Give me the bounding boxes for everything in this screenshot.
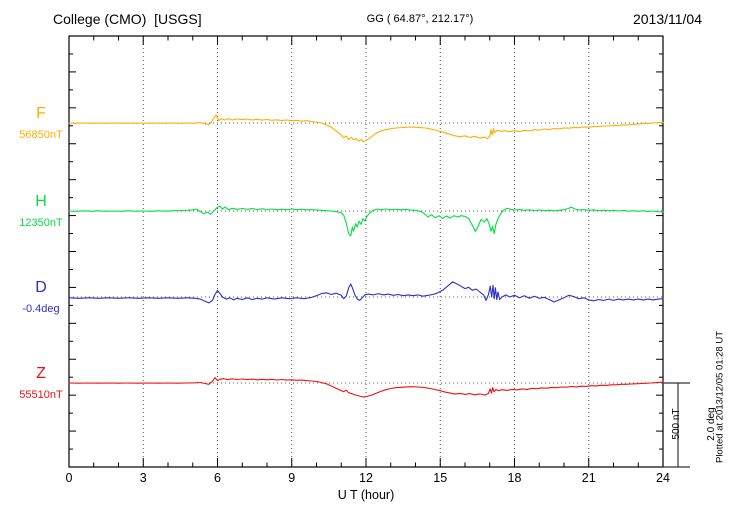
station-title: College (CMO) [USGS]	[53, 11, 202, 27]
trace-label-z: Z	[36, 365, 46, 382]
x-tick-label-24: 24	[656, 471, 670, 485]
trace-baseline-value-h: 12350nT	[19, 217, 63, 229]
trace-label-f: F	[36, 105, 46, 122]
trace-label-d: D	[35, 279, 47, 296]
trace-d	[68, 281, 664, 304]
x-tick-label-21: 21	[581, 471, 596, 485]
x-tick-label-3: 3	[139, 471, 147, 485]
geographic-coordinates: GG ( 64.87°, 212.17°)	[366, 13, 474, 25]
trace-h	[68, 205, 664, 237]
x-axis-title: U T (hour)	[337, 488, 395, 502]
trace-z	[68, 377, 664, 398]
trace-baseline-value-f: 56850nT	[19, 129, 63, 141]
trace-label-h: H	[35, 193, 47, 210]
x-tick-label-9: 9	[288, 471, 296, 485]
trace-baseline-value-z: 55510nT	[19, 389, 63, 401]
x-tick-label-6: 6	[214, 471, 221, 485]
trace-f	[68, 114, 664, 143]
plot-date: 2013/11/04	[632, 11, 702, 27]
x-tick-label-0: 0	[65, 471, 73, 485]
plotted-at-note: Plotted at 2013/12/05 01:28 UT	[714, 330, 726, 464]
x-tick-label-18: 18	[507, 471, 522, 485]
scale-nt-label: 500 nT	[671, 408, 682, 440]
trace-baseline-value-d: -0.4deg	[22, 303, 60, 315]
x-tick-label-15: 15	[433, 471, 448, 485]
x-tick-label-12: 12	[359, 471, 373, 485]
